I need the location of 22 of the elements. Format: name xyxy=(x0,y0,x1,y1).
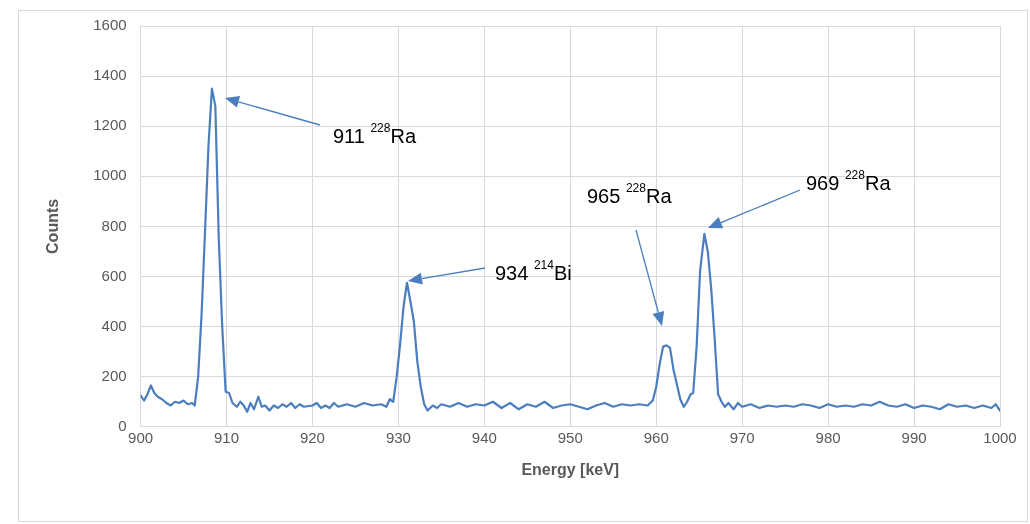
x-tick-label: 930 xyxy=(385,428,411,446)
x-tick-label: 960 xyxy=(643,428,669,446)
y-tick-label: 1600 xyxy=(93,16,127,34)
y-tick-label: 1200 xyxy=(93,116,127,134)
x-tick-label: 920 xyxy=(299,428,325,446)
x-tick-label: 910 xyxy=(214,428,240,446)
x-axis-title: Energy [keV] xyxy=(521,460,620,478)
x-tick-label: 900 xyxy=(128,428,154,446)
x-tick-label: 980 xyxy=(815,428,841,446)
x-tick-label: 970 xyxy=(729,428,755,446)
x-tick-label: 940 xyxy=(471,428,497,446)
y-tick-label: 400 xyxy=(101,316,127,334)
x-tick-label: 1000 xyxy=(983,428,1017,446)
x-tick-label: 990 xyxy=(901,428,927,446)
y-tick-label: 600 xyxy=(101,266,127,284)
y-tick-label: 1000 xyxy=(93,166,127,184)
y-tick-label: 1400 xyxy=(93,66,127,84)
y-axis-title: Counts xyxy=(44,198,62,254)
x-tick-label: 950 xyxy=(557,428,583,446)
y-tick-label: 800 xyxy=(101,216,127,234)
y-tick-label: 0 xyxy=(118,416,127,434)
y-tick-label: 200 xyxy=(101,366,127,384)
